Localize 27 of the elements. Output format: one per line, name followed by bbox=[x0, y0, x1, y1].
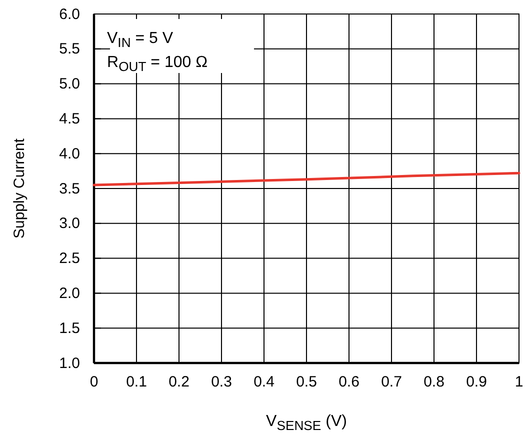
x-tick-label: 0.3 bbox=[211, 374, 232, 391]
y-tick-label: 5.0 bbox=[59, 76, 80, 93]
y-axis-title: Supply Current bbox=[11, 138, 28, 239]
y-tick-label: 4.0 bbox=[59, 145, 80, 162]
y-tick-label: 3.5 bbox=[59, 180, 80, 198]
y-tick-label: 2.5 bbox=[59, 250, 80, 268]
annotation: V$_{IN}$ = 5 V bbox=[107, 30, 174, 50]
annotation: R$_{OUT}$ = 100 Ω bbox=[107, 54, 208, 74]
x-tick-label: 1 bbox=[514, 374, 524, 391]
x-tick-label: 0.7 bbox=[381, 374, 402, 391]
y-tick-label: 5.5 bbox=[59, 40, 80, 58]
x-tick-label: 0.4 bbox=[254, 374, 274, 391]
y-tick-label: 1.5 bbox=[59, 320, 80, 337]
y-tick-label: 2.0 bbox=[59, 285, 80, 302]
x-tick-label: 0.1 bbox=[126, 374, 147, 391]
y-tick-label: 4.5 bbox=[59, 110, 80, 128]
y-tick-label: 6.0 bbox=[59, 6, 80, 23]
x-tick-label: 0.8 bbox=[424, 374, 444, 391]
line-series bbox=[92, 172, 520, 186]
x-tick-label: 0 bbox=[90, 374, 98, 391]
x-tick-label: 0.9 bbox=[466, 374, 487, 391]
x-axis-title: V$_{SENSE}$ (V) bbox=[266, 413, 347, 433]
y-tick-label: 3.0 bbox=[59, 215, 80, 232]
x-tick-label: 0.6 bbox=[338, 374, 360, 391]
x-tick-label: 0.5 bbox=[296, 374, 317, 391]
x-tick-label: 0.2 bbox=[168, 374, 190, 391]
y-tick-label: 1.0 bbox=[59, 354, 80, 372]
